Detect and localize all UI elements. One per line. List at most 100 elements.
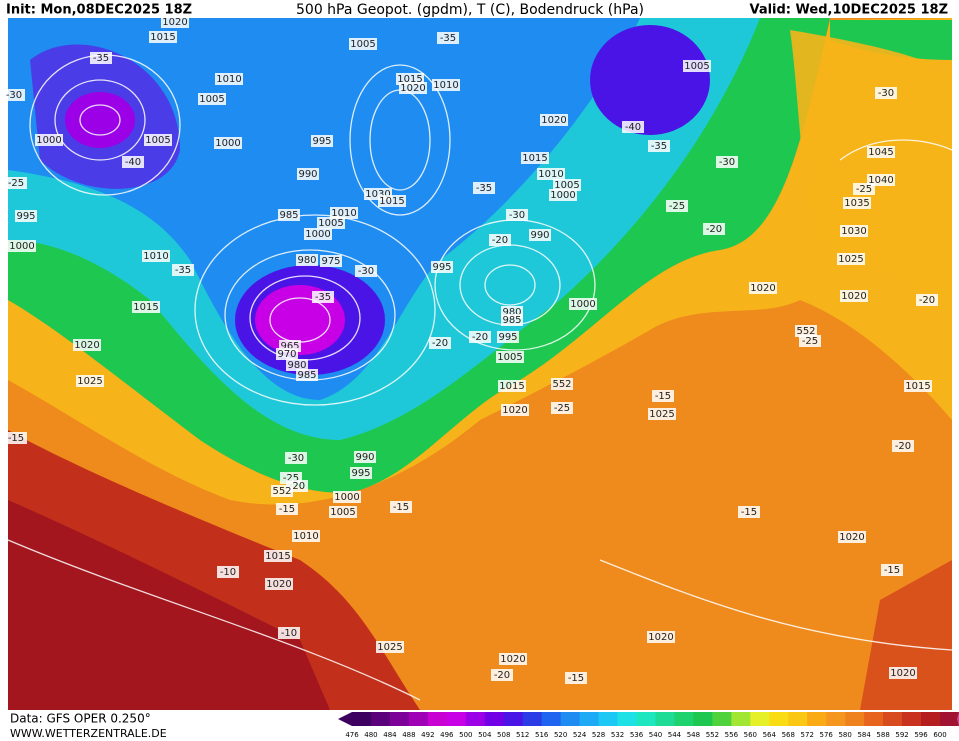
map-label: -20: [492, 235, 508, 246]
label-box: [35, 134, 63, 146]
init-time: Init: Mon,08DEC2025 18Z: [6, 3, 192, 18]
map-label: 1000: [550, 190, 575, 201]
label-box: [286, 359, 308, 371]
map-label: -35: [93, 53, 109, 64]
website: WWW.WETTERZENTRALE.DE: [10, 727, 167, 740]
map-label: 1005: [554, 180, 579, 191]
label-box: [738, 506, 760, 518]
map-label: -10: [220, 567, 236, 578]
map-label: -30: [358, 266, 374, 277]
label-box: [142, 250, 170, 262]
colorbar-cell: [465, 712, 486, 726]
label-box: [569, 298, 597, 310]
label-box: [648, 140, 670, 152]
label-box: [73, 339, 101, 351]
map-label: 1000: [36, 135, 61, 146]
map-label: 1025: [77, 376, 102, 387]
colorbar-cell: [541, 712, 562, 726]
map-label: 1020: [74, 340, 99, 351]
colorbar-label: 528: [592, 731, 605, 739]
colorbar-label: 500: [459, 731, 472, 739]
map-label: 970: [277, 349, 296, 360]
colorbar-cell: [408, 712, 429, 726]
map-label: -25: [669, 201, 685, 212]
colorbar-cell: [484, 712, 505, 726]
label-box: [916, 294, 938, 306]
colorbar-label: 584: [857, 731, 871, 739]
map-label: 965: [280, 341, 299, 352]
label-box: [172, 264, 194, 276]
map-label: -30: [878, 88, 894, 99]
label-box: [317, 217, 345, 229]
map-label: -25: [554, 403, 570, 414]
label-box: [390, 501, 412, 513]
colorbar-label: 492: [421, 731, 434, 739]
label-box: [132, 301, 160, 313]
map-label: 980: [297, 255, 316, 266]
label-box: [540, 114, 568, 126]
label-box: [276, 503, 298, 515]
map-label: 1010: [331, 208, 356, 219]
label-box: [496, 351, 524, 363]
map-label: -20: [432, 338, 448, 349]
label-box: [473, 182, 495, 194]
map-label: 1005: [684, 61, 709, 72]
map-label: 1010: [216, 74, 241, 85]
map-label: -35: [315, 292, 331, 303]
map-label: 1005: [145, 135, 170, 146]
label-box: [15, 210, 37, 222]
label-box: [90, 52, 112, 64]
map-label: 1005: [350, 39, 375, 50]
label-box: [304, 228, 332, 240]
label-box: [278, 627, 300, 639]
map-label: -30: [288, 453, 304, 464]
data-source: Data: GFS OPER 0.250°: [10, 712, 151, 726]
map-background: [8, 18, 952, 710]
map-label: -20: [289, 481, 305, 492]
colorbar-cell: [389, 712, 410, 726]
map-label: 1015: [905, 381, 930, 392]
label-box: [622, 121, 644, 133]
map-label: 1020: [890, 668, 915, 679]
label-box: [76, 375, 104, 387]
map-label: 1005: [318, 218, 343, 229]
colorbar-cell: [921, 712, 941, 726]
label-box: [285, 452, 307, 464]
map-label: 1015: [379, 196, 404, 207]
label-box: [198, 93, 226, 105]
label-box: [297, 168, 319, 180]
colorbar-label: 568: [782, 731, 795, 739]
label-box: [432, 79, 460, 91]
map-label: 1045: [868, 147, 893, 158]
label-box: [537, 168, 565, 180]
colorbar-cell: [940, 712, 959, 726]
map-label: 1000: [305, 229, 330, 240]
map-label: -20: [895, 441, 911, 452]
colorbar-label: 564: [763, 731, 777, 739]
label-box: [840, 290, 868, 302]
colorbar-label: 536: [630, 731, 644, 739]
label-box: [795, 325, 817, 337]
map-label: -15: [393, 502, 409, 513]
label-box: [271, 485, 293, 497]
colorbar-arrow: [338, 712, 352, 726]
label-box: [122, 156, 144, 168]
map-label: 552: [272, 486, 291, 497]
colorbar-label: 572: [801, 731, 814, 739]
label-box: [683, 60, 711, 72]
label-box: [276, 348, 298, 360]
colorbar-label: 560: [744, 731, 757, 739]
map-label: 1020: [541, 115, 566, 126]
map-label: 1010: [433, 80, 458, 91]
colorbar-label: 588: [876, 731, 889, 739]
map-label: -15: [884, 565, 900, 576]
label-box: [838, 531, 866, 543]
map-label: 1025: [377, 642, 402, 653]
map-label: 1010: [143, 251, 168, 262]
map-label: 980: [502, 307, 521, 318]
label-box: [498, 380, 526, 392]
map-label: 1000: [9, 241, 34, 252]
map-label: 552: [796, 326, 815, 337]
label-box: [8, 240, 36, 252]
